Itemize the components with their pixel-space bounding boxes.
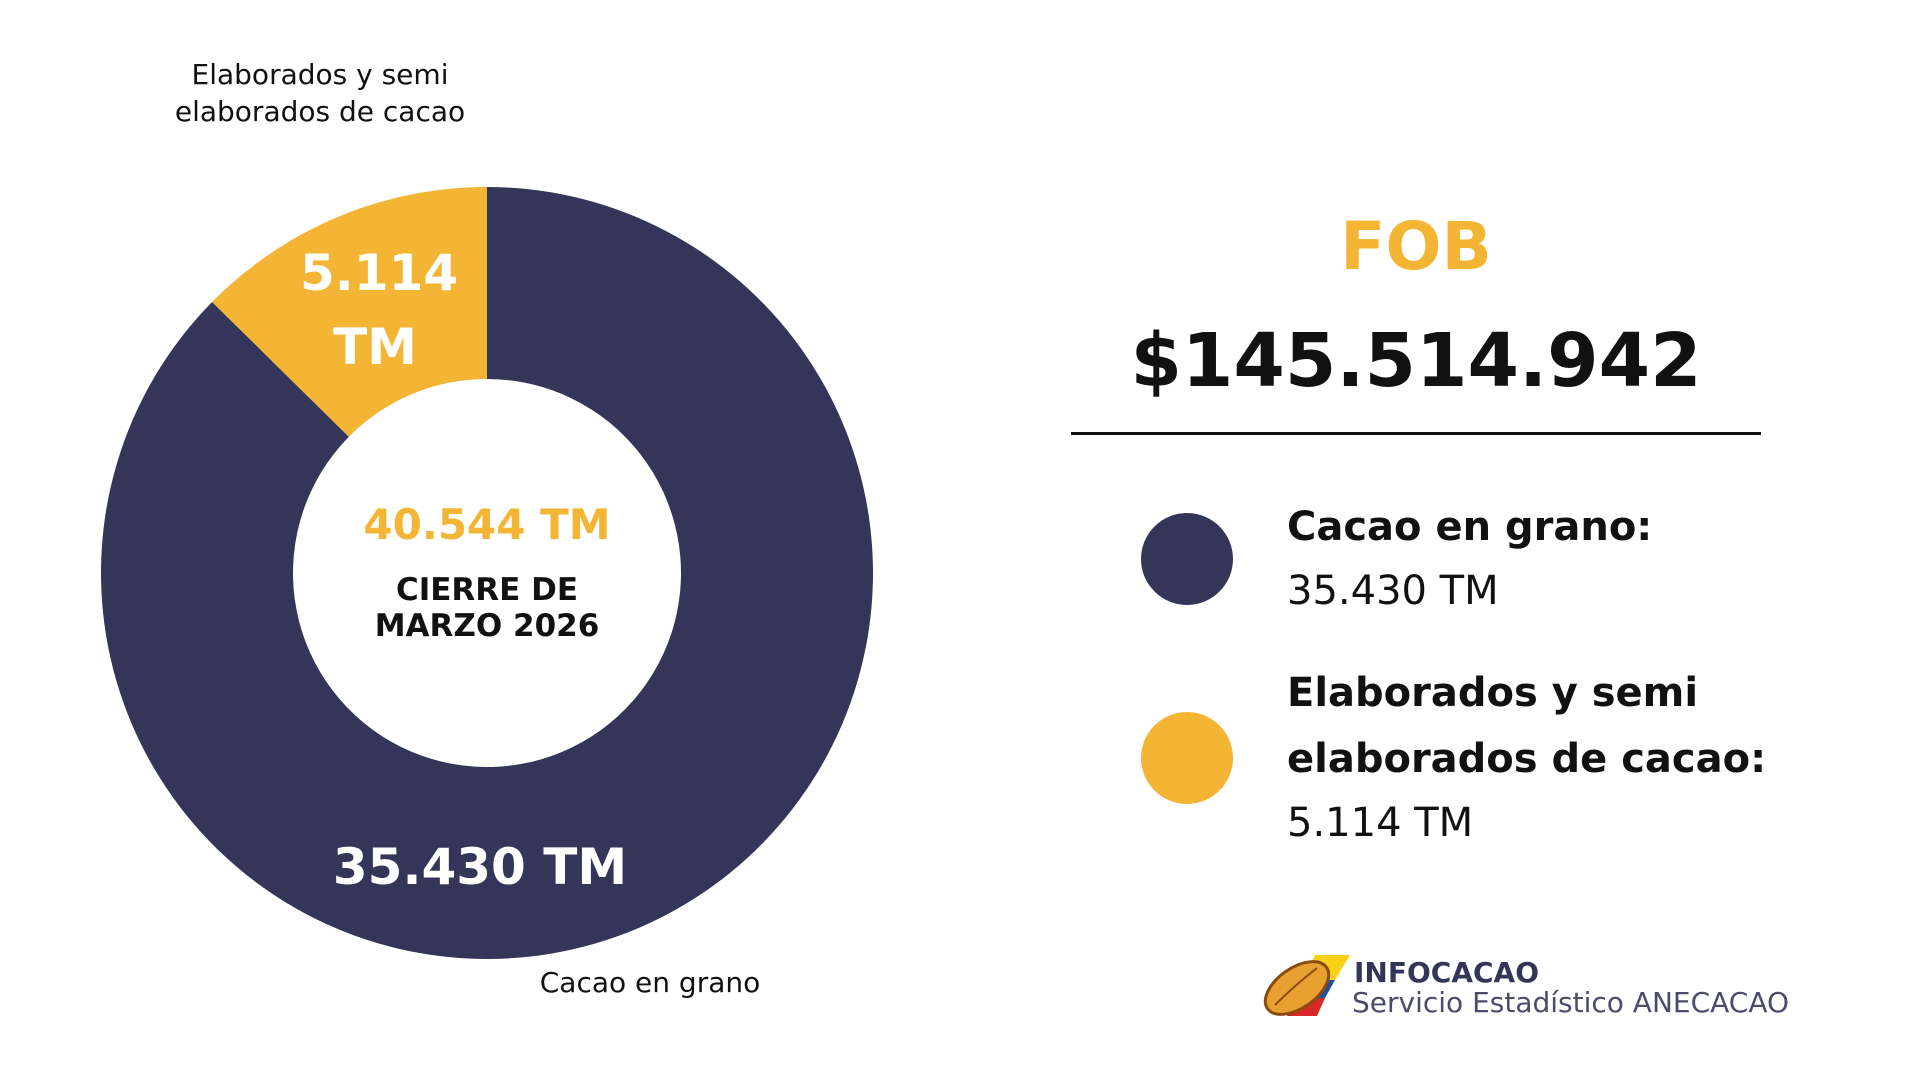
legend-swatch (1141, 513, 1233, 605)
legend-label: Cacao en grano: (1287, 504, 1653, 550)
logo-name: INFOCACAO (1354, 956, 1540, 989)
legend-value: 35.430 TM (1287, 568, 1499, 614)
legend-value: 5.114 TM (1287, 800, 1474, 846)
divider (1071, 432, 1761, 435)
value-label: 5.114 TM (300, 244, 459, 376)
donut-chart (100, 187, 874, 959)
logo-subtitle: Servicio Estadístico ANECACAO (1352, 986, 1790, 1019)
logo-icon (1263, 955, 1350, 1016)
center-value: 40.544 TM (363, 500, 611, 549)
value-label: 35.430 TM (332, 838, 628, 896)
donut-slice (212, 187, 488, 437)
center-text: CIERRE DE MARZO 2026 (374, 572, 600, 644)
category-label: Elaborados y semi elaborados de cacao (174, 58, 466, 128)
legend-swatch (1141, 712, 1233, 804)
legend-label: Elaborados y semi elaborados de cacao: (1287, 670, 1767, 782)
fob-title: FOB (1340, 208, 1492, 285)
donut-slice (100, 187, 874, 959)
fob-amount: $145.514.942 (1130, 318, 1702, 404)
category-label: Cacao en grano (539, 966, 761, 999)
